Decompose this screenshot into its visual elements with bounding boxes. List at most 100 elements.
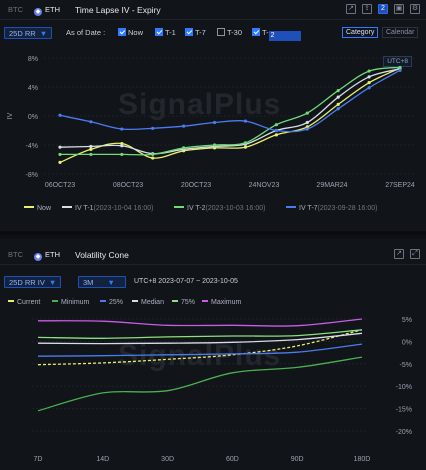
legend-t2[interactable]: IV T-2(2023-10-03 16:00)	[174, 205, 265, 212]
data-point	[398, 68, 402, 72]
legend-maximum-label: Maximum	[211, 299, 242, 306]
eth-icon: ◆	[34, 8, 42, 16]
check-custom[interactable]: T- 2	[252, 27, 301, 41]
check-t30[interactable]: T-30	[217, 27, 242, 39]
settings-icon[interactable]: ⚙	[410, 4, 420, 14]
data-point	[89, 147, 93, 151]
volatility-cone-chart: 5% 0% -5% -10% -15% -20% 7D 14D 30D 60D 90D 180D	[32, 317, 412, 463]
period-select-value: 3M	[83, 278, 94, 287]
legend-swatch	[100, 300, 106, 302]
checkbox-icon	[217, 28, 225, 36]
panel-title: Volatility Cone	[75, 250, 129, 260]
y-tick-label: 8%	[28, 56, 38, 63]
legend-minimum[interactable]: Minimum	[52, 299, 89, 306]
data-point	[120, 152, 124, 157]
legend-t2-label: IV T-2	[187, 205, 206, 212]
data-point	[212, 143, 217, 147]
chevron-down-icon: ▼	[39, 29, 48, 38]
series-line-2	[59, 66, 401, 156]
legend-25-label: 25%	[109, 299, 124, 306]
series-line-1	[59, 68, 401, 155]
panel-toolbar: ↗ ⤢	[394, 249, 420, 259]
y-tick-label: 0%	[402, 339, 412, 346]
legend-swatch	[286, 206, 296, 208]
period-select[interactable]: 3M ▼	[78, 276, 126, 288]
series-line-5	[37, 318, 363, 327]
date-range: UTC+8 2023-07-07 ~ 2023-10-05	[134, 278, 238, 285]
metric-select[interactable]: 25D RR ▼	[4, 27, 53, 39]
x-tick-label: 08OCT23	[113, 182, 143, 189]
data-point	[274, 128, 278, 133]
calendar-view-button[interactable]: Calendar	[382, 27, 419, 38]
legend-now[interactable]: Now	[24, 205, 51, 212]
data-point	[305, 127, 309, 131]
checkbox-icon	[185, 28, 193, 36]
camera-icon[interactable]: ▣	[394, 4, 404, 14]
x-tick-label: 60D	[226, 456, 239, 463]
legend-median[interactable]: Median	[132, 299, 164, 306]
coin-tab-btc[interactable]: BTC	[8, 250, 23, 259]
legend-t7[interactable]: IV T-7(2023-09-28 16:00)	[286, 205, 377, 212]
legend-t1-label: IV T-1	[75, 205, 94, 212]
panel-toolbar: ↗ ⇪ 2 ▣ ⚙	[346, 4, 420, 14]
as-of-date-label: As of Date :	[66, 28, 106, 37]
legend-current-label: Current	[17, 299, 41, 306]
y-tick-label: 4%	[28, 85, 38, 92]
check-now[interactable]: Now	[118, 27, 143, 39]
panel-header: BTC ◆ ETH Volatility Cone ↗ ⤢	[0, 245, 426, 265]
legend-75[interactable]: 75%	[172, 299, 195, 306]
checkbox-icon	[118, 28, 126, 36]
legend-t1[interactable]: IV T-1(2023-10-04 16:00)	[62, 205, 153, 212]
legend-swatch	[202, 300, 208, 302]
coin-tab-eth[interactable]: ◆ ETH	[30, 249, 64, 261]
data-point	[367, 81, 371, 85]
check-t30-label: T-30	[227, 28, 243, 37]
check-t1-label: T-1	[165, 28, 176, 37]
legend-now-label: Now	[37, 205, 52, 212]
metric-select-value: 25D RR	[9, 29, 36, 38]
data-point	[336, 102, 340, 106]
external-link-icon[interactable]: ↗	[394, 249, 404, 259]
coin-tab-eth[interactable]: ◆ ETH	[30, 4, 64, 16]
coin-tab-btc[interactable]: BTC	[8, 5, 23, 14]
data-point	[367, 86, 371, 90]
check-t1[interactable]: T-1	[155, 27, 176, 39]
external-link-icon[interactable]: ↗	[346, 4, 356, 14]
panel-header: BTC ◆ ETH Time Lapse IV - Expiry ↗ ⇪ 2 ▣ …	[0, 0, 426, 20]
legend-t7-label: IV T-7	[299, 205, 318, 212]
data-point	[274, 133, 278, 137]
time-lapse-panel: BTC ◆ ETH Time Lapse IV - Expiry ↗ ⇪ 2 ▣ …	[0, 0, 426, 235]
legend-maximum[interactable]: Maximum	[202, 299, 241, 306]
chart-count-icon[interactable]: 2	[378, 4, 388, 14]
legend-swatch	[132, 300, 138, 302]
data-point	[398, 65, 402, 70]
y-tick-label: 5%	[402, 317, 412, 324]
data-point	[58, 113, 62, 117]
legend-75-label: 75%	[181, 299, 196, 306]
legend-current[interactable]: Current	[8, 299, 40, 306]
y-tick-label: 0%	[28, 114, 38, 121]
legend-minimum-label: Minimum	[61, 299, 90, 306]
data-point	[120, 127, 124, 131]
legend-swatch	[52, 300, 58, 302]
metric-select[interactable]: 25D RR IV ▼	[4, 276, 62, 288]
share-icon[interactable]: ⇪	[362, 4, 372, 14]
x-tick-label: 90D	[291, 456, 304, 463]
checkbox-icon	[155, 28, 163, 36]
legend-t1-timestamp: (2023-10-04 16:00)	[93, 205, 154, 212]
custom-days-input[interactable]: 2	[268, 31, 301, 41]
data-point	[182, 146, 186, 150]
legend-25[interactable]: 25%	[100, 299, 123, 306]
category-view-button[interactable]: Category	[342, 27, 379, 38]
eth-icon: ◆	[34, 253, 42, 261]
x-tick-label: 20OCT23	[181, 182, 211, 189]
check-t7[interactable]: T-7	[185, 27, 206, 39]
data-point	[243, 119, 248, 123]
series-line-0	[59, 67, 401, 163]
expand-icon[interactable]: ⤢	[410, 249, 420, 259]
legend-t2-timestamp: (2023-10-03 16:00)	[205, 205, 266, 212]
checkbox-icon	[252, 28, 260, 36]
data-point	[89, 120, 93, 124]
legend-swatch	[8, 300, 14, 302]
x-tick-label: 27SEP24	[385, 182, 415, 189]
